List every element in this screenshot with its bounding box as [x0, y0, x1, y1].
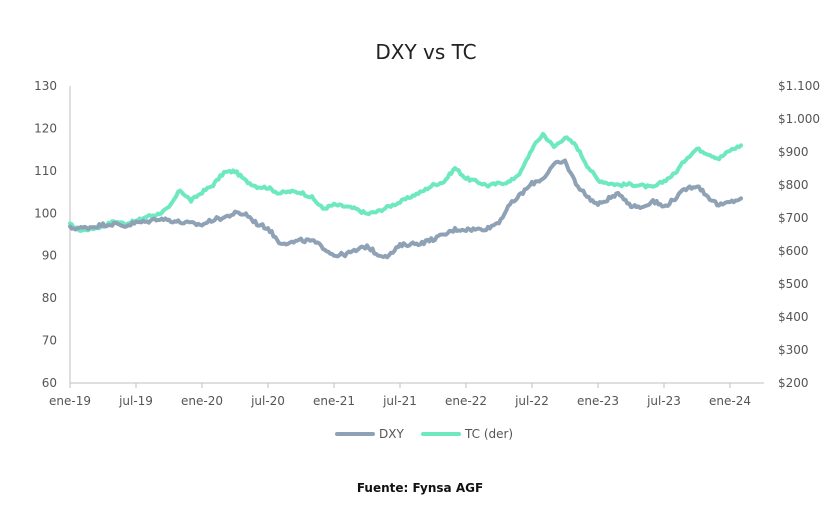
- x-tick-label: jul-20: [250, 394, 285, 408]
- y-right-tick-label: $400: [778, 310, 809, 324]
- y-right-tick-label: $1.000: [778, 112, 820, 126]
- y-right-tick-label: $300: [778, 343, 809, 357]
- source-note: Fuente: Fynsa AGF: [356, 481, 484, 495]
- legend-label: TC (der): [464, 427, 513, 441]
- y-left-tick-label: 90: [42, 249, 57, 263]
- y-right-tick-label: $800: [778, 178, 809, 192]
- x-tick-label: ene-24: [709, 394, 751, 408]
- y-left-tick-label: 130: [34, 79, 57, 93]
- series-layer: [68, 131, 743, 260]
- x-tick-label: ene-23: [577, 394, 619, 408]
- series-line-dxy: [68, 158, 743, 260]
- x-tick-label: jul-23: [646, 394, 681, 408]
- x-tick-label: ene-20: [181, 394, 223, 408]
- y-left-tick-label: 60: [42, 376, 57, 390]
- y-right-tick-label: $1.100: [778, 79, 820, 93]
- y-right-tick-label: $600: [778, 244, 809, 258]
- legend: DXY TC (der): [335, 427, 513, 441]
- y-right-tick-label: $200: [778, 376, 809, 390]
- y-left-tick-label: 110: [34, 164, 57, 178]
- y-left-tick-label: 70: [42, 334, 57, 348]
- legend-label: DXY: [379, 427, 404, 441]
- x-tick-label: jul-22: [514, 394, 549, 408]
- chart-svg: DXY vs TC 60 70 80 90 100 110 120 130 $200 $300 $4…: [34, 40, 820, 441]
- chart: DXY vs TC 60 70 80 90 100 110 120 130 $200 $300 $4…: [34, 40, 820, 441]
- series-line-tc-der: [68, 131, 743, 233]
- y-right-tick-label: $700: [778, 211, 809, 225]
- axes: 60 70 80 90 100 110 120 130 $200 $300 $400 $500 $600…: [34, 79, 820, 408]
- x-tick-label: jul-19: [118, 394, 153, 408]
- y-left-tick-label: 100: [34, 206, 57, 220]
- x-tick-label: ene-22: [445, 394, 487, 408]
- y-right-tick-label: $500: [778, 277, 809, 291]
- chart-title: DXY vs TC: [375, 40, 476, 64]
- x-tick-label: ene-21: [313, 394, 355, 408]
- x-tick-label: ene-19: [49, 394, 91, 408]
- y-left-tick-label: 80: [42, 291, 57, 305]
- y-right-tick-label: $900: [778, 145, 809, 159]
- y-left-tick-label: 120: [34, 121, 57, 135]
- x-tick-label: jul-21: [382, 394, 417, 408]
